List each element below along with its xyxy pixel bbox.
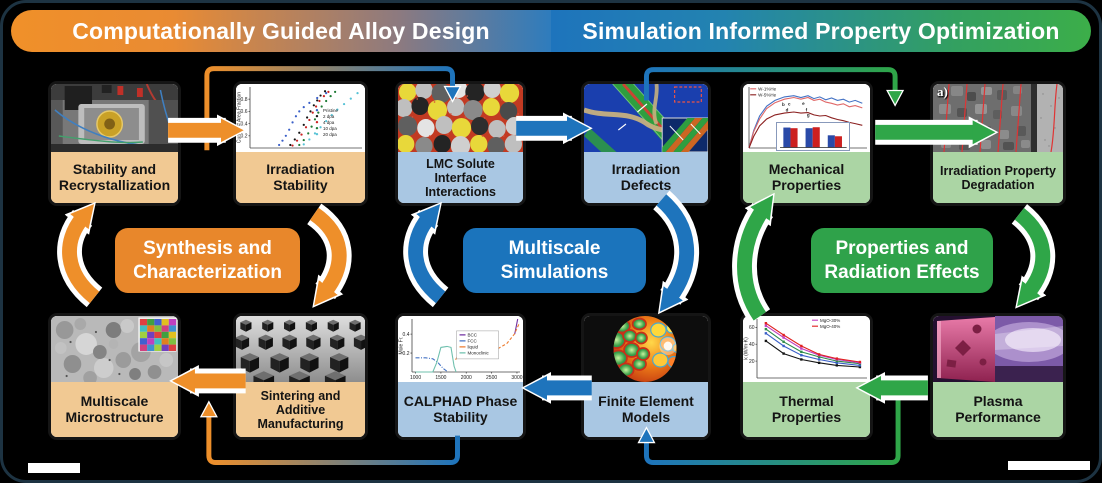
header-right-title: Simulation Informed Property Optimizatio…: [551, 10, 1091, 52]
box-calphad: 0.2 0.4 1000 1500 2000 2500 3000 Mole Fr. BCC FCC…: [395, 313, 526, 440]
irradiation-stability-image: 0.2 0.4 0.6 0.8 Cumul. # Area Fraction Pristi…: [236, 84, 365, 152]
box-mechanical-properties: b c d e f g W-1%He W-5%He Mechanical Properties: [740, 81, 873, 206]
svg-text:W-5%He: W-5%He: [758, 93, 776, 98]
plasma-photo: [933, 316, 1063, 382]
arrow-irradiation-stability-to-sintering: [306, 203, 352, 308]
grain-mosaic-image: [398, 84, 523, 152]
arrow-calphad-to-lmc: [403, 201, 449, 308]
svg-text:e: e: [802, 101, 805, 106]
box-lmc-solute: LMC Solute Interface Interactions: [395, 81, 526, 206]
cycle-label-properties: Properties and Radiation Effects: [811, 228, 993, 293]
svg-text:10 dpa: 10 dpa: [323, 126, 337, 131]
tem-micrograph-art: [933, 84, 1063, 152]
svg-text:BCC: BCC: [468, 333, 478, 338]
box-label-sintering-additive: Sintering and Additive Manufacturing: [236, 382, 365, 437]
footer-bar-left: [28, 463, 80, 473]
finite-element-image: [584, 316, 708, 382]
box-label-thermal-properties: Thermal Properties: [743, 382, 870, 437]
svg-text:20: 20: [749, 359, 755, 365]
cycle-label-synthesis: Synthesis and Characterization: [115, 228, 300, 293]
box-label-stability-recrystallization: Stability and Recrystallization: [51, 152, 178, 203]
svg-text:FCC: FCC: [468, 339, 478, 344]
svg-text:c: c: [788, 102, 791, 107]
box-stability-recrystallization: Stability and Recrystallization: [48, 81, 181, 206]
box-sintering-additive: Sintering and Additive Manufacturing: [233, 313, 368, 440]
mechanical-bars-chart: [777, 123, 849, 150]
box-thermal-properties: 20 40 60 k (W/m·K) MgO-30% MgO-40% Thermal Pr…: [740, 313, 873, 440]
svg-text:liquid: liquid: [468, 345, 479, 350]
box-label-irradiation-property-degradation: Irradiation Property Degradation: [933, 152, 1063, 203]
header-left-title: Computationally Guided Alloy Design: [11, 10, 551, 52]
arrow-thermal-to-mechanical: [732, 192, 775, 324]
svg-text:Cumul. # Area Fraction: Cumul. # Area Fraction: [237, 92, 243, 143]
svg-text:g: g: [807, 113, 810, 118]
instrument-photo: [51, 84, 178, 152]
panel-letter-label: a): [937, 84, 948, 99]
irradiation-defects-image: [584, 84, 708, 152]
box-plasma-performance: Plasma Performance: [930, 313, 1066, 440]
arrow-irradiation-defects-to-finite-element: [652, 190, 700, 315]
calphad-chart: 0.2 0.4 1000 1500 2000 2500 3000 Mole Fr. BCCFCC…: [398, 316, 523, 382]
plasma-photo-art: [933, 316, 1063, 382]
mechanical-properties-image: b c d e f g W-1%He W-5%He: [743, 84, 870, 152]
box-multiscale-microstructure: Multiscale Microstructure: [48, 313, 181, 440]
box-finite-element: Finite Element Models: [581, 313, 711, 440]
svg-text:Mole Fr.: Mole Fr.: [399, 336, 405, 354]
thermal-properties-chart: 20 40 60 k (W/m·K) MgO-30%MgO-40%: [743, 316, 870, 382]
svg-text:2 dpa: 2 dpa: [323, 114, 335, 119]
cycle-label-multiscale: Multiscale Simulations: [463, 228, 646, 293]
svg-text:0.2: 0.2: [403, 351, 410, 357]
box-label-irradiation-defects: Irradiation Defects: [584, 152, 708, 203]
thermal-properties-image: 20 40 60 k (W/m·K) MgO-30% MgO-40%: [743, 316, 870, 382]
box-irradiation-defects: Irradiation Defects: [581, 81, 711, 206]
cube-lattice-photo: [236, 316, 365, 382]
arrow-multiscale-microstructure-to-stability: [57, 201, 103, 308]
box-label-irradiation-stability: Irradiation Stability: [236, 152, 365, 203]
cube-lattice-art: [236, 316, 365, 382]
tem-micrograph-image: a): [933, 84, 1063, 152]
svg-text:Monoclinic: Monoclinic: [468, 351, 490, 356]
irradiation-defects-art: [584, 84, 708, 152]
footer-bar-right: [1008, 461, 1090, 470]
svg-text:Pristine: Pristine: [323, 108, 339, 113]
svg-text:MgO-30%: MgO-30%: [820, 318, 840, 323]
arrow-degradation-to-plasma: [1011, 204, 1056, 309]
svg-text:3000: 3000: [511, 375, 522, 381]
grain-mosaic-art: [398, 84, 523, 152]
box-label-calphad: CALPHAD Phase Stability: [398, 382, 523, 437]
svg-text:MgO-40%: MgO-40%: [820, 324, 840, 329]
svg-text:1000: 1000: [410, 375, 421, 381]
mechanical-bars-inset: [776, 122, 850, 151]
instrument-photo-art: [51, 84, 178, 152]
svg-text:2500: 2500: [486, 375, 497, 381]
svg-text:0.4: 0.4: [403, 332, 410, 338]
calphad-image: 0.2 0.4 1000 1500 2000 2500 3000 Mole Fr. BCC FCC…: [398, 316, 523, 382]
svg-text:k (W/m·K): k (W/m·K): [744, 337, 750, 360]
microstructure-art: [51, 316, 178, 382]
svg-text:2000: 2000: [461, 375, 472, 381]
svg-text:b: b: [782, 102, 785, 107]
svg-text:40: 40: [749, 342, 755, 348]
svg-text:4 dpa: 4 dpa: [323, 120, 335, 125]
box-irradiation-stability: 0.2 0.4 0.6 0.8 Cumul. # Area Fraction Pristi…: [233, 81, 368, 206]
finite-element-art: [584, 316, 708, 382]
box-label-multiscale-microstructure: Multiscale Microstructure: [51, 382, 178, 437]
box-irradiation-property-degradation: a) Irradiation Property Degradation: [930, 81, 1066, 206]
box-label-lmc-solute: LMC Solute Interface Interactions: [398, 152, 523, 203]
svg-text:20 dpa: 20 dpa: [323, 132, 337, 137]
box-label-mechanical-properties: Mechanical Properties: [743, 152, 870, 203]
svg-text:60: 60: [749, 325, 755, 331]
box-label-plasma-performance: Plasma Performance: [933, 382, 1063, 437]
header-banner: Computationally Guided Alloy Design Simu…: [11, 10, 1091, 52]
box-label-finite-element: Finite Element Models: [584, 382, 708, 437]
svg-text:1500: 1500: [435, 375, 446, 381]
microstructure-image: [51, 316, 178, 382]
svg-text:f: f: [806, 107, 808, 112]
svg-text:W-1%He: W-1%He: [758, 87, 776, 92]
svg-text:d: d: [786, 107, 789, 112]
